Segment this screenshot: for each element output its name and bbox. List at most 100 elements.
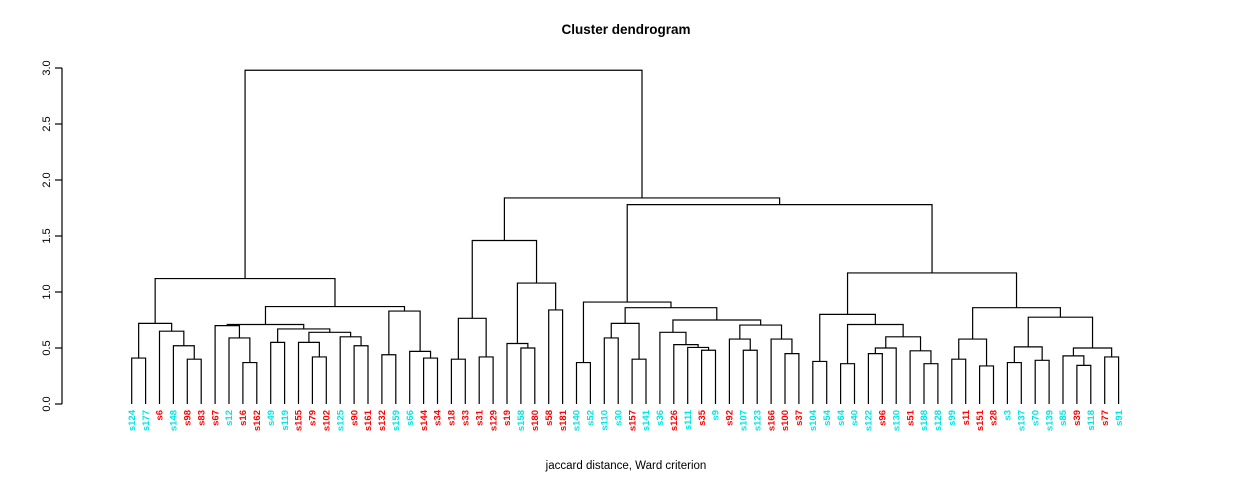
- leaf-label: s124: [127, 409, 138, 431]
- leaf-label: s100: [780, 410, 791, 431]
- leaf-label: s66: [405, 410, 416, 426]
- leaf-label: s132: [377, 410, 388, 431]
- leaf-label: s180: [530, 410, 541, 431]
- leaf-label: s36: [655, 410, 666, 426]
- dendrogram-branch: [742, 349, 758, 404]
- leaf-label: s70: [1030, 410, 1041, 426]
- dendrogram-branch: [131, 357, 147, 404]
- leaf-label: s162: [252, 410, 263, 431]
- y-tick-label: 1.0: [41, 284, 53, 299]
- dendrogram-branch: [846, 323, 904, 364]
- dendrogram-branch: [548, 309, 564, 404]
- leaf-label: s91: [1114, 409, 1125, 426]
- dendrogram-branch: [958, 338, 988, 366]
- dendrogram-branch: [409, 350, 432, 404]
- leaf-label: s39: [1072, 410, 1083, 426]
- dendrogram-branch: [784, 353, 800, 404]
- dendrogram-branch: [172, 345, 195, 404]
- dendrogram-branch: [659, 331, 687, 404]
- dendrogram-branch: [353, 345, 369, 404]
- leaf-label: s54: [822, 409, 833, 426]
- y-tick-label: 2.0: [41, 172, 53, 187]
- dendrogram-branch: [1006, 361, 1022, 404]
- leaf-label: s58: [544, 410, 555, 426]
- dendrogram-branch: [516, 282, 557, 344]
- leaf-label: s18: [447, 410, 458, 426]
- leaf-label: s12: [224, 410, 235, 426]
- dendrogram-branch: [874, 347, 897, 404]
- dendrogram-branch: [728, 338, 751, 404]
- leaf-label: s157: [627, 410, 638, 431]
- leaf-label: s125: [335, 409, 346, 431]
- dendrogram-branch: [478, 356, 494, 404]
- dendrogram-branch: [471, 239, 538, 319]
- dendrogram-branch: [186, 358, 202, 404]
- dendrogram-branch: [228, 337, 251, 404]
- dendrogram-branch: [264, 305, 406, 325]
- dendrogram-branch: [1027, 316, 1094, 348]
- leaf-label: s51: [905, 409, 916, 426]
- leaf-label: s92: [725, 410, 736, 426]
- leaf-label: s141: [641, 409, 652, 431]
- leaf-label: s33: [461, 410, 472, 426]
- leaf-label: s96: [878, 410, 889, 426]
- dendrogram-branch: [610, 322, 640, 360]
- dendrogram-branch: [951, 358, 967, 404]
- y-tick-label: 3.0: [41, 60, 53, 75]
- dendrogram-branch: [909, 350, 932, 404]
- dendrogram-branch: [923, 363, 939, 404]
- leaf-label: s159: [391, 410, 402, 431]
- dendrogram-branch: [624, 307, 718, 324]
- dendrogram-branch: [388, 310, 421, 355]
- dendrogram-branch: [339, 336, 362, 404]
- y-tick-label: 0.5: [41, 340, 53, 355]
- leaf-label: s28: [989, 410, 1000, 426]
- leaf-label: s77: [1100, 410, 1111, 426]
- leaf-label: s37: [794, 410, 805, 426]
- dendrogram-branch: [277, 328, 331, 343]
- y-tick-label: 1.5: [41, 228, 53, 243]
- dendrogram-branch: [311, 356, 327, 404]
- leaf-label: s139: [1044, 410, 1055, 431]
- leaf-label: s35: [697, 409, 708, 426]
- leaf-label: s3: [1003, 410, 1014, 421]
- leaf-label: s129: [488, 410, 499, 431]
- dendrogram-branch: [770, 338, 793, 404]
- leaf-label: s151: [975, 409, 986, 431]
- dendrogram-branch: [270, 341, 286, 404]
- leaf-label: s79: [308, 410, 319, 426]
- leaf-label: s40: [850, 410, 861, 426]
- leaf-label: s128: [933, 410, 944, 431]
- dendrogram-branch: [867, 353, 883, 404]
- dendrogram-branch: [701, 349, 717, 404]
- x-axis-label: jaccard distance, Ward criterion: [545, 460, 707, 472]
- leaf-label: s67: [210, 410, 221, 426]
- dendrogram-branch: [244, 69, 643, 279]
- dendrogram-branch: [631, 358, 647, 404]
- leaf-label: s118: [1086, 410, 1097, 431]
- dendrogram-branch: [158, 330, 185, 404]
- leaf-label: s19: [502, 410, 513, 426]
- leaf-label: s83: [196, 410, 207, 426]
- dendrogram-branch: [687, 346, 710, 404]
- leaf-label: s148: [169, 410, 180, 431]
- leaf-label: s9: [711, 410, 722, 421]
- dendrogram-branch: [450, 358, 466, 404]
- leaf-label: s181: [558, 409, 569, 431]
- leaf-label: s31: [474, 409, 485, 426]
- leaf-label: s111: [683, 409, 694, 430]
- leaf-label: s34: [433, 409, 444, 426]
- leaf-label: s11: [961, 409, 972, 425]
- y-tick-label: 2.5: [41, 116, 53, 131]
- leaf-label: s104: [808, 409, 819, 431]
- leaf-label: s102: [322, 410, 333, 431]
- leaf-label: s107: [739, 410, 750, 431]
- dendrogram-branch: [297, 341, 320, 404]
- leaf-label: s110: [600, 410, 611, 431]
- dendrogram-branch: [840, 363, 856, 404]
- chart-title: Cluster dendrogram: [561, 22, 691, 37]
- leaf-label: s123: [752, 410, 763, 431]
- leaf-label: s6: [155, 410, 166, 421]
- dendrogram-branch: [672, 319, 762, 333]
